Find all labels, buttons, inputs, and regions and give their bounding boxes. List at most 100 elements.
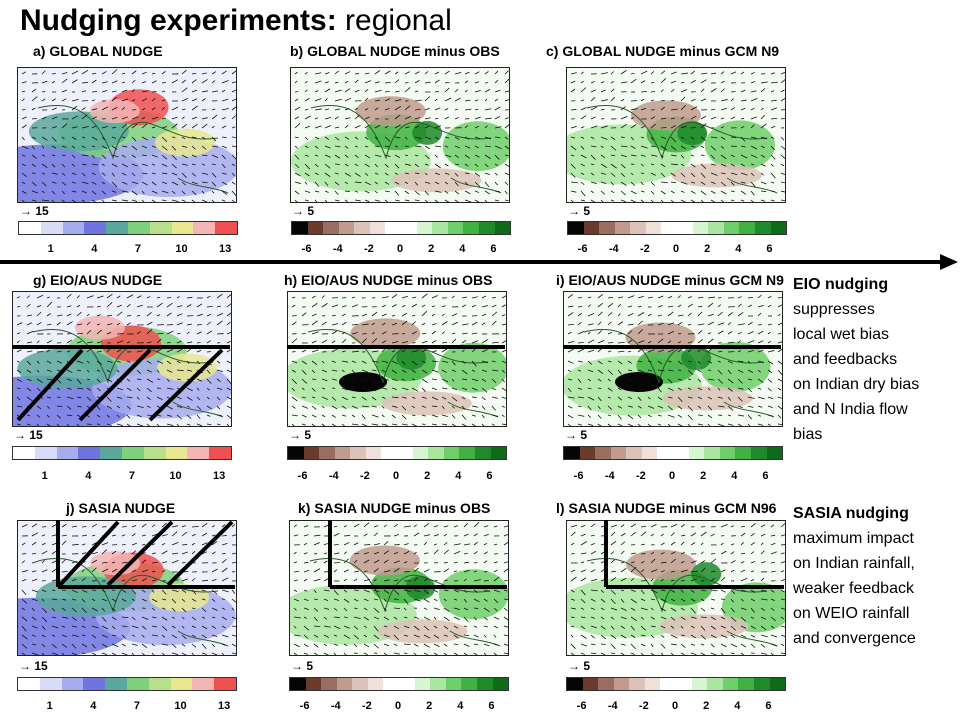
tick-label: 13 [218,243,232,255]
colorbar-swatch [336,678,353,690]
colorbar-swatch [416,222,433,234]
panel-g-map [12,291,232,427]
tick-label: 6 [766,243,773,255]
colorbar-swatch [321,678,337,690]
colorbar-swatch [143,447,166,459]
tick-label: -4 [608,243,619,255]
panel-b-map [290,67,510,203]
colorbar-swatch [193,222,216,234]
colorbar-swatch [445,678,462,690]
tick-label: -2 [361,700,372,712]
panel-l-ticks: -6 -4 -2 0 2 4 6 [566,700,784,714]
panel-c-colorbar [567,221,787,235]
colorbar-swatch [121,447,144,459]
colorbar-swatch [645,222,662,234]
panel-l-colorbar [566,677,786,691]
colorbar-swatch [738,678,754,690]
panel-i-ref-vector: → 5 [565,428,588,442]
colorbar-swatch [399,678,415,690]
panel-k-map [289,520,509,656]
panel-c-map [566,67,786,203]
panel-g-label: g) EIO/AUS NUDGE [33,272,163,288]
colorbar-swatch [61,678,84,690]
colorbar-swatch [676,678,692,690]
eio-note-line: suppresses [793,301,875,318]
colorbar-swatch [148,678,171,690]
panel-b-label: b) GLOBAL NUDGE minus OBS [290,43,500,59]
tick-label: -6 [576,700,587,712]
tick-label: -6 [301,243,312,255]
colorbar-swatch [626,447,642,459]
colorbar-swatch [750,447,767,459]
colorbar-swatch [660,678,677,690]
colorbar-swatch [579,447,596,459]
sasia-note-line: maximum impact [793,530,914,547]
colorbar-swatch [564,447,580,459]
tick-label: 2 [700,470,707,482]
tick-label: 6 [765,700,772,712]
panel-i-map [563,291,783,427]
page-title: Nudging experiments: regional [20,4,452,37]
tick-label: 1 [41,470,48,482]
colorbar-swatch [365,447,382,459]
tick-label: -4 [328,470,339,482]
panel-j-ref-vector: → 15 [19,659,48,673]
tick-label: 2 [428,243,435,255]
colorbar-swatch [673,447,689,459]
colorbar-swatch [397,447,413,459]
colorbar-swatch [644,678,661,690]
tick-label: -6 [297,470,308,482]
colorbar-swatch [447,222,464,234]
tick-label: 1 [46,700,53,712]
sasia-note-heading: SASIA nudging [793,505,909,522]
tick-label: -6 [299,700,310,712]
panel-b-colorbar [291,221,511,235]
colorbar-swatch [739,222,755,234]
colorbar-swatch [288,447,304,459]
tick-label: 13 [212,470,226,482]
colorbar-swatch [170,678,193,690]
panel-g-colorbar [12,446,232,460]
panel-j-map [17,520,237,656]
tick-label: 4 [731,470,738,482]
tick-label: -6 [577,243,588,255]
panel-c-ref-vector: → 5 [568,204,591,218]
panel-h-colorbar [287,446,507,460]
tick-label: -4 [607,700,618,712]
colorbar-swatch [40,222,63,234]
panel-j-label: j) SASIA NUDGE [66,500,176,516]
colorbar-swatch [719,447,736,459]
colorbar-swatch [629,678,645,690]
tick-label: -6 [573,470,584,482]
tick-label: 7 [134,243,141,255]
tick-label: -4 [332,243,343,255]
colorbar-swatch [381,447,398,459]
colorbar-swatch [149,222,172,234]
colorbar-swatch [610,447,627,459]
sasia-note-line: weaker feedback [793,580,914,597]
tick-label: 4 [735,243,742,255]
colorbar-swatch [307,222,324,234]
colorbar-swatch [214,678,236,690]
panel-a-ticks: 1 4 7 10 13 [18,243,236,257]
colorbar-swatch [369,222,386,234]
colorbar-swatch [677,222,693,234]
tick-label: -2 [359,470,370,482]
colorbar-swatch [18,678,40,690]
colorbar-swatch [704,447,720,459]
tick-label: 2 [703,700,710,712]
panel-a-colorbar [18,221,238,235]
panel-l-label: l) SASIA NUDGE minus GCM N96 [556,500,777,516]
colorbar-swatch [19,222,41,234]
colorbar-swatch [661,222,678,234]
colorbar-swatch [582,678,599,690]
sasia-note-line: and convergence [793,630,916,647]
eio-note-line: bias [793,426,823,443]
colorbar-swatch [338,222,355,234]
colorbar-swatch [412,447,429,459]
colorbar-swatch [490,447,507,459]
tick-label: 4 [91,243,98,255]
tick-label: -2 [363,243,374,255]
colorbar-swatch [106,222,128,234]
panel-a-label: a) GLOBAL NUDGE [33,43,163,59]
